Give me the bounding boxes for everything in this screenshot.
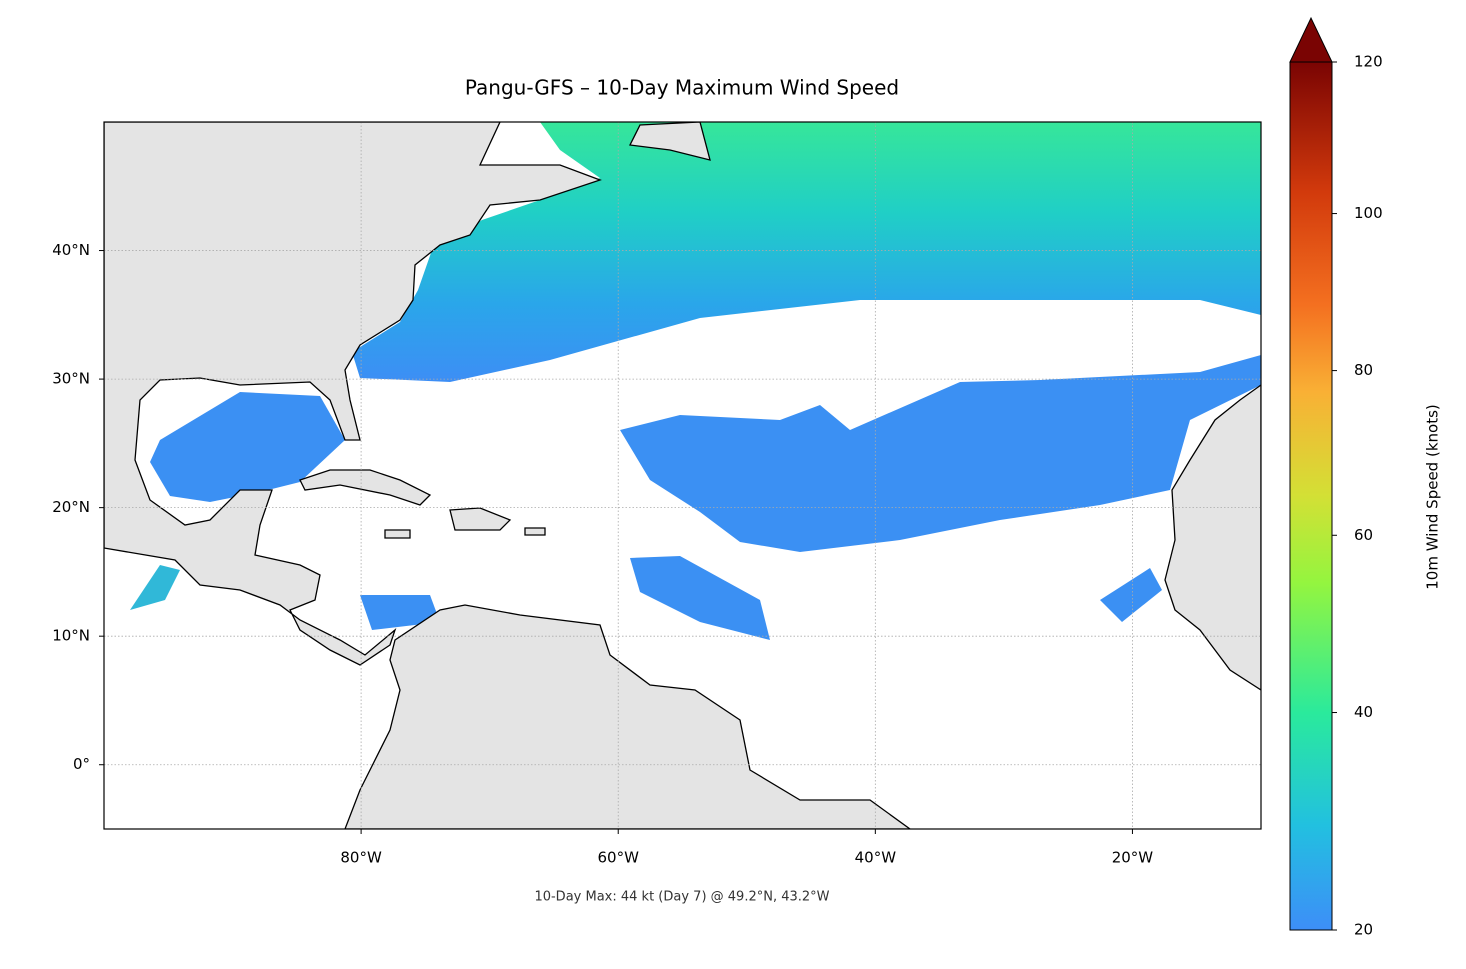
x-tick-label: 60°W: [598, 849, 640, 867]
y-tick-label: 20°N: [52, 498, 90, 516]
x-tick-label: 20°W: [1112, 849, 1154, 867]
wind-region: [360, 595, 440, 630]
y-tick-label: 10°N: [52, 627, 90, 645]
south-america: [344, 604, 912, 829]
colorbar-tick-label: 100: [1354, 204, 1383, 222]
puerto-rico: [524, 527, 546, 536]
annotation: 10-Day Max: 44 kt (Day 7) @ 49.2°N, 43.2…: [534, 890, 829, 905]
jamaica: [384, 529, 411, 539]
chart-title: Pangu-GFS – 10-Day Maximum Wind Speed: [465, 76, 899, 100]
north-america: [104, 122, 602, 666]
colorbar-tick-label: 20: [1354, 921, 1373, 939]
colorbar-tick-label: 120: [1354, 53, 1383, 71]
axes-frame: [103, 121, 1262, 830]
colorbar-label: 10m Wind Speed (knots): [1424, 404, 1442, 590]
grid: [104, 122, 1261, 829]
africa: [1164, 384, 1261, 691]
y-tick-label: 30°N: [52, 370, 90, 388]
y-tick-label: 40°N: [52, 241, 90, 259]
x-tick-label: 40°W: [855, 849, 897, 867]
map: [104, 122, 1261, 829]
colorbar: [1289, 61, 1333, 931]
wind-region: [630, 556, 770, 640]
wind-region: [352, 122, 1261, 382]
y-tick-label: 0°: [73, 755, 90, 773]
colorbar-tick-label: 80: [1354, 361, 1373, 379]
x-tick-label: 80°W: [340, 849, 382, 867]
colorbar-tick-label: 40: [1354, 703, 1373, 721]
colorbar-tick-label: 60: [1354, 526, 1373, 544]
cuba: [299, 469, 432, 506]
wind-region: [150, 392, 345, 502]
wind-region: [130, 565, 180, 610]
hispaniola: [449, 507, 512, 531]
colorbar-extend: [1289, 16, 1333, 63]
wind-region: [620, 355, 1261, 552]
land: [104, 122, 1261, 829]
wind-region: [1100, 568, 1162, 622]
